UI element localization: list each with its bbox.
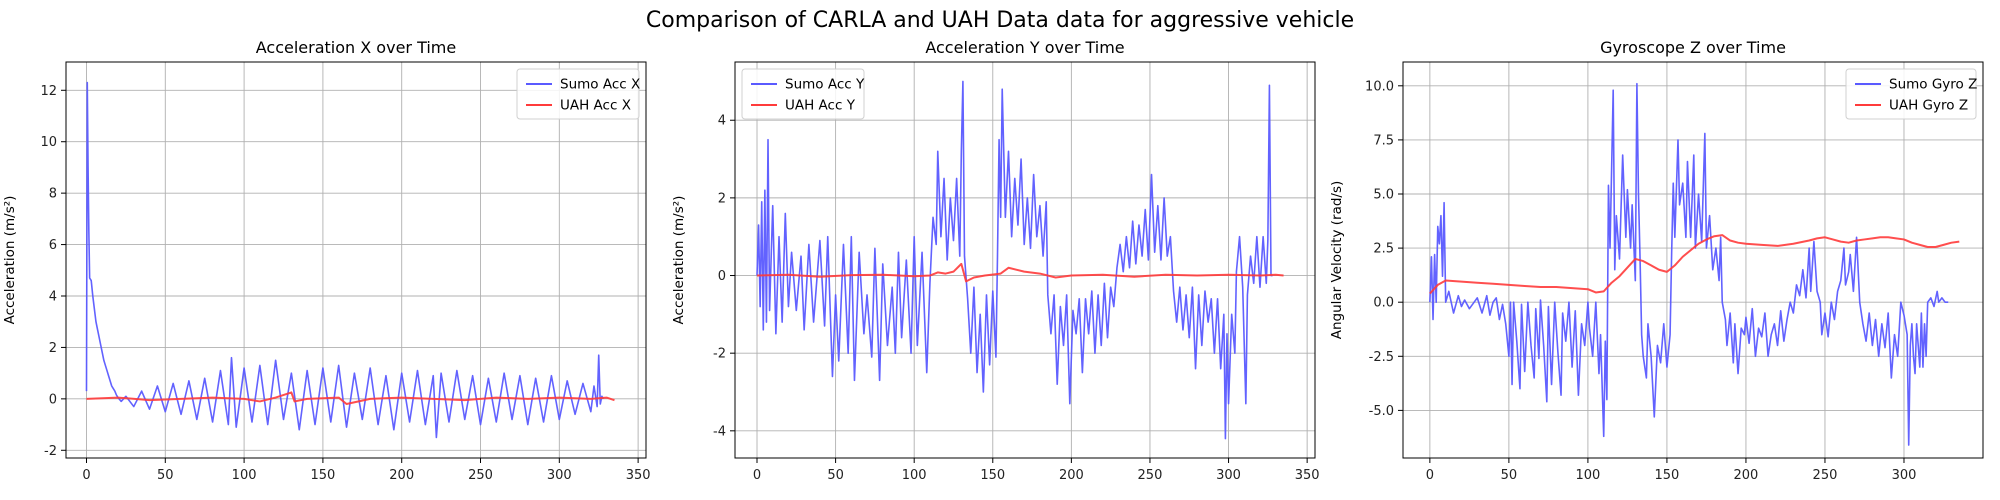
x-tick-label: 100 <box>1575 468 1600 483</box>
y-tick-label: 0.0 <box>1373 296 1394 311</box>
subplot-2: 0 50 100 150 200 250 300 350 -4 -2 0 2 4 Acceleration… <box>671 38 1320 483</box>
y-tick-label: 6 <box>49 238 57 253</box>
y-tick-label: 12 <box>40 84 57 99</box>
y-tick-label: 2.5 <box>1373 242 1394 257</box>
x-tick-label: 200 <box>1059 468 1084 483</box>
y-tick-label: 2 <box>718 191 726 206</box>
x-tick-label: 150 <box>310 468 335 483</box>
y-tick-label: 10 <box>40 135 57 150</box>
x-tick-label: 50 <box>1501 468 1518 483</box>
subplot-title: Acceleration X over Time <box>256 38 456 57</box>
legend-box <box>741 68 865 120</box>
series-line-2 <box>756 262 1284 283</box>
series-line-2 <box>1429 234 1960 295</box>
legend-label: Sumo Acc Y <box>785 77 865 93</box>
x-tick-label: 250 <box>468 468 493 483</box>
y-axis-label: Angular Velocity (rad/s) <box>1329 181 1345 340</box>
y-axis-label: Acceleration (m/s²) <box>2 196 18 325</box>
legend-box <box>516 68 640 120</box>
series-line-1 <box>85 81 605 439</box>
legend-label: UAH Acc Y <box>785 98 856 114</box>
subplot-title: Gyroscope Z over Time <box>1600 38 1786 57</box>
axes-frame <box>1402 61 1984 459</box>
x-tick-label: 250 <box>1813 468 1838 483</box>
y-tick-label: 2 <box>49 341 57 356</box>
legend-box <box>1845 68 1977 120</box>
legend: Sumo Acc X UAH Acc X <box>516 68 640 120</box>
x-tick-label: 50 <box>157 468 174 483</box>
x-tick-label: 250 <box>1138 468 1163 483</box>
y-tick-label: 5.0 <box>1373 188 1394 203</box>
legend-label: UAH Acc X <box>560 98 631 114</box>
x-tick-label: 300 <box>1216 468 1241 483</box>
x-tick-label: 200 <box>389 468 414 483</box>
y-tick-label: -2 <box>713 347 726 362</box>
y-tick-label: 4 <box>718 114 726 129</box>
subplot-title: Acceleration Y over Time <box>925 38 1124 57</box>
subplots: 0 50 100 150 200 250 300 350-2024681012Accelera… <box>2 38 1984 483</box>
y-tick-label: 10.0 <box>1365 79 1394 94</box>
series-line-2 <box>86 391 615 405</box>
legend-label: UAH Gyro Z <box>1889 98 1968 114</box>
y-tick-label: 7.5 <box>1373 133 1394 148</box>
x-tick-label: 0 <box>1426 468 1434 483</box>
y-tick-label: -2.5 <box>1369 350 1394 365</box>
y-tick-label: 0 <box>718 269 726 284</box>
legend: Sumo Acc Y UAH Acc Y <box>741 68 865 120</box>
x-tick-label: 200 <box>1734 468 1759 483</box>
axes-frame <box>734 61 1316 459</box>
y-axis-label: Acceleration (m/s²) <box>671 196 687 325</box>
subplot-1: 0 50 100 150 200 250 300 350 -2 0 2 4 6 8 10 12 Accelera… <box>2 38 651 483</box>
legend-label: Sumo Acc X <box>560 77 640 93</box>
y-tick-label: -2 <box>44 444 57 459</box>
figure-title: Comparison of CARLA and UAH Data data fo… <box>646 8 1354 33</box>
legend-label: Sumo Gyro Z <box>1889 77 1977 93</box>
x-tick-label: 100 <box>232 468 257 483</box>
x-tick-label: 0 <box>753 468 761 483</box>
y-tick-label: -5.0 <box>1369 404 1394 419</box>
x-tick-label: 350 <box>626 468 651 483</box>
x-tick-label: 100 <box>902 468 927 483</box>
y-tick-label: 4 <box>49 290 57 305</box>
y-tick-label: 8 <box>49 187 57 202</box>
axes-frame <box>65 61 647 459</box>
x-tick-label: 350 <box>1295 468 1320 483</box>
x-tick-label: 0 <box>82 468 90 483</box>
x-tick-label: 150 <box>980 468 1005 483</box>
x-tick-label: 300 <box>547 468 572 483</box>
x-tick-label: 300 <box>1892 468 1917 483</box>
legend: Sumo Gyro Z UAH Gyro Z <box>1845 68 1977 120</box>
y-tick-label: -4 <box>713 424 726 439</box>
subplot-3: 0 50 100 150 200 250 300 -5.0 -2.5 0.0 2.5 5.0 7.5 10… <box>1329 38 1984 483</box>
series-line-1 <box>1429 82 1949 446</box>
y-tick-label: 0 <box>49 392 57 407</box>
x-tick-label: 50 <box>827 468 844 483</box>
x-tick-label: 150 <box>1655 468 1680 483</box>
series-line-1 <box>756 80 1273 440</box>
